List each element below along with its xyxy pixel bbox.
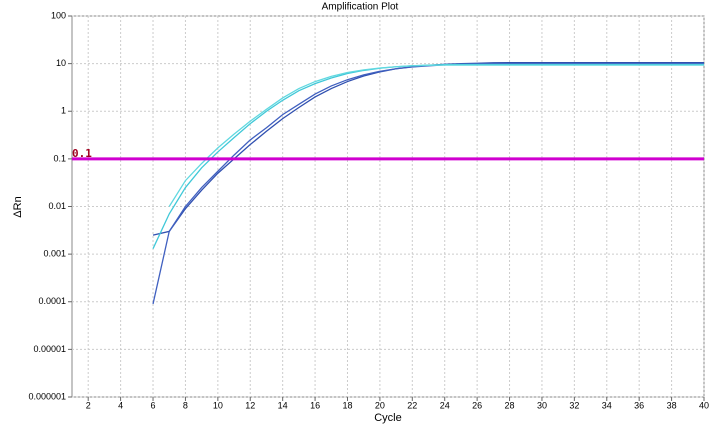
x-tick-label: 6: [151, 400, 156, 410]
x-tick-label: 18: [342, 400, 352, 410]
x-tick-label: 22: [407, 400, 417, 410]
x-tick-label: 32: [569, 400, 579, 410]
y-tick-label: 10: [56, 58, 66, 68]
x-tick-label: 38: [667, 400, 677, 410]
x-tick-label: 30: [537, 400, 547, 410]
x-tick-label: 24: [440, 400, 450, 410]
x-tick-label: 14: [278, 400, 288, 410]
x-axis-label: Cycle: [374, 412, 402, 424]
amplification-curve: [168, 64, 704, 207]
x-tick-label: 40: [699, 400, 709, 410]
x-tick-label: 10: [213, 400, 223, 410]
y-tick-label: 0.1: [53, 153, 66, 163]
x-tick-label: 34: [602, 400, 612, 410]
y-tick-label: 0.0001: [38, 296, 66, 306]
y-tick-label: 1: [61, 106, 66, 116]
y-tick-label: 0.001: [43, 249, 66, 259]
x-tick-label: 12: [245, 400, 255, 410]
x-tick-label: 16: [310, 400, 320, 410]
x-tick-label: 20: [375, 400, 385, 410]
y-tick-label: 100: [51, 10, 66, 20]
y-tick-label: 0.01: [48, 201, 66, 211]
y-tick-label: 0.00001: [33, 344, 66, 354]
x-tick-label: 8: [183, 400, 188, 410]
y-axis-label: ΔRn: [12, 196, 24, 217]
x-tick-label: 36: [634, 400, 644, 410]
x-tick-label: 4: [118, 400, 123, 410]
y-tick-label: 0.000001: [28, 391, 66, 401]
threshold-label: 0.1: [72, 147, 92, 160]
x-tick-label: 28: [505, 400, 515, 410]
chart-title: Amplification Plot: [322, 2, 399, 13]
x-tick-label: 2: [86, 400, 91, 410]
x-tick-label: 26: [472, 400, 482, 410]
